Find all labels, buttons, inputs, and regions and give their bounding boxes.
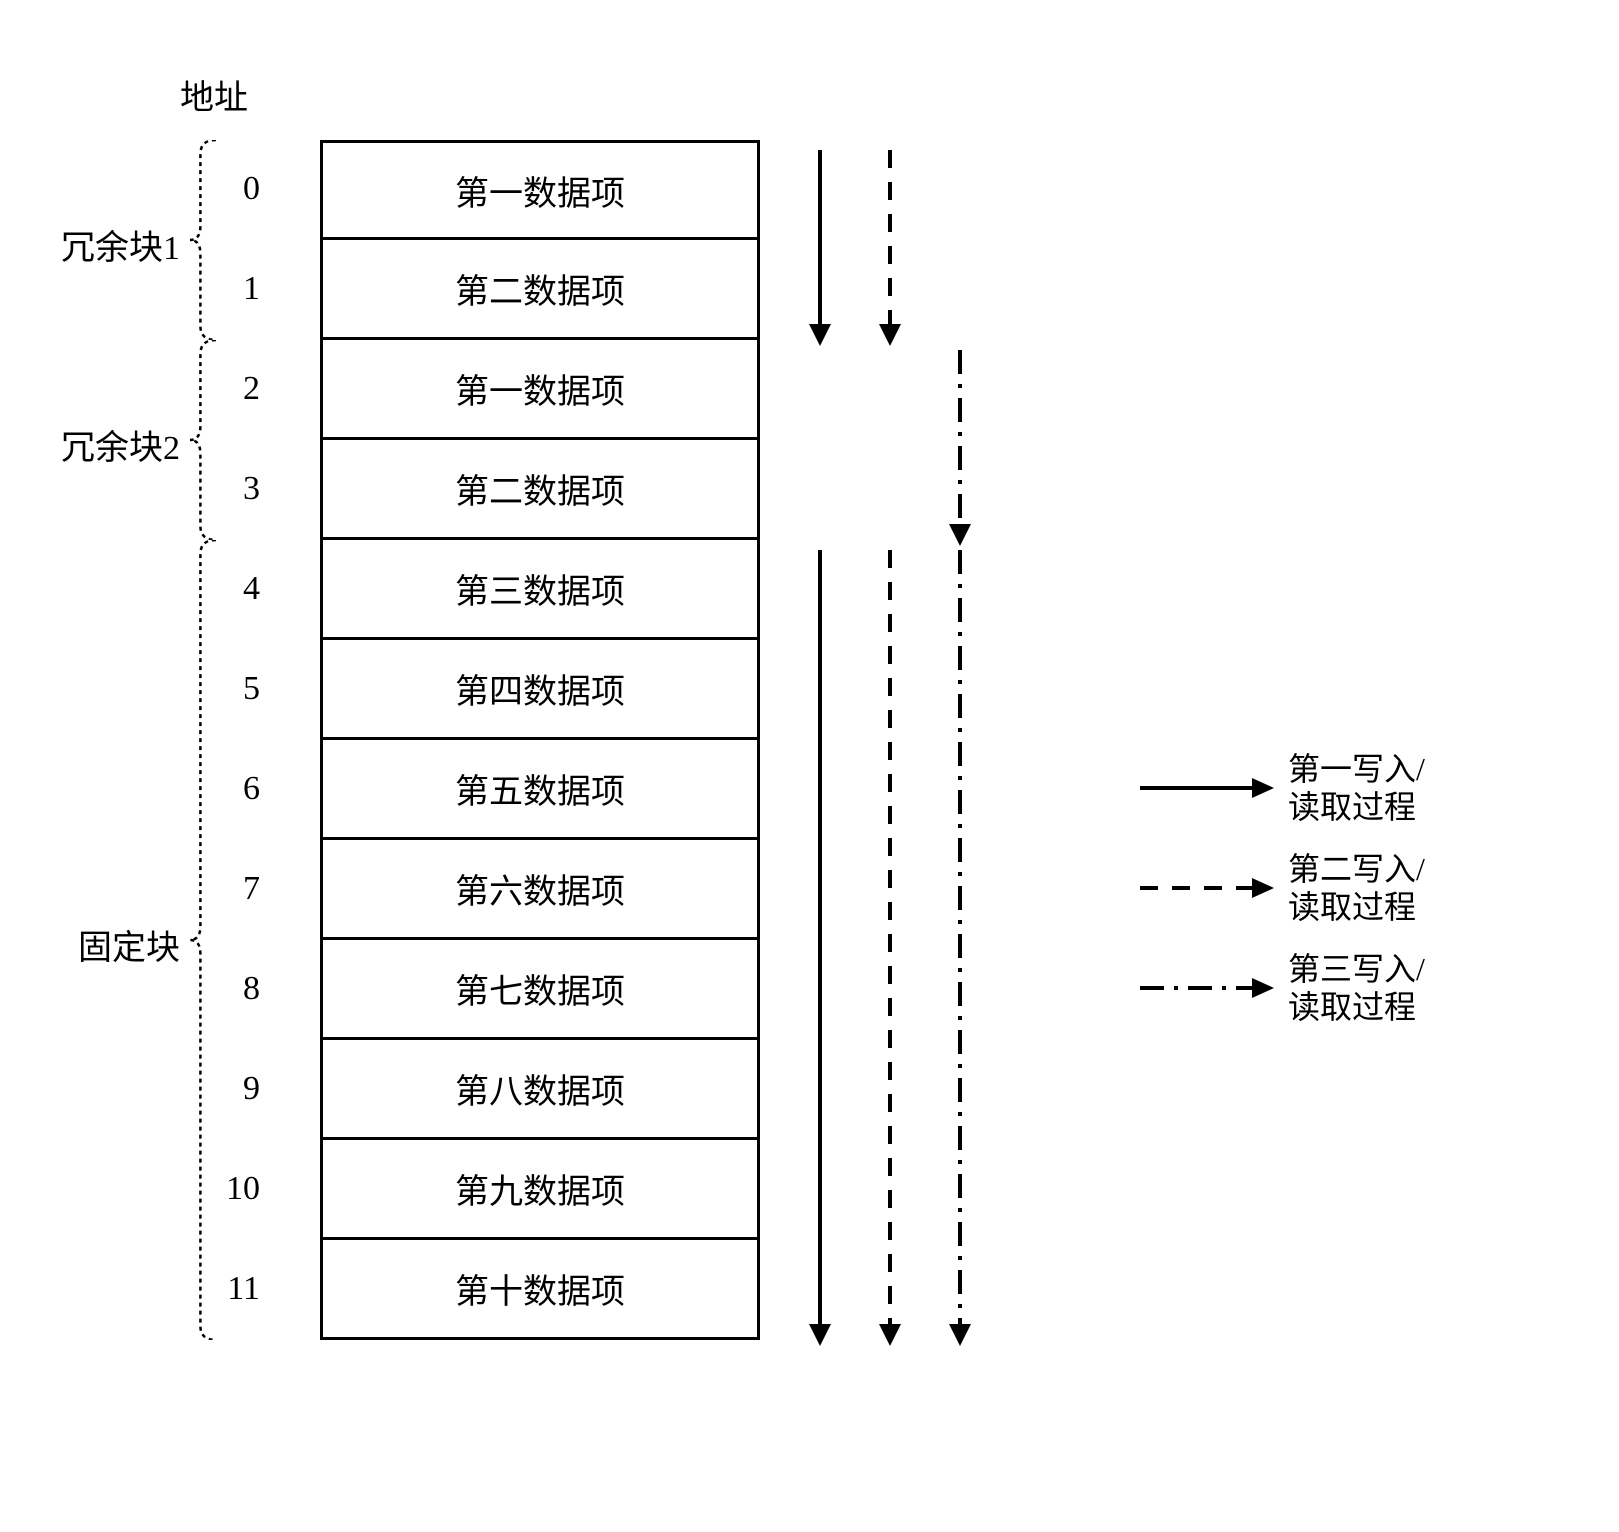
cell-label: 第八数据项 [455, 1064, 625, 1113]
legend-label: 第三写入/ 读取过程 [1288, 950, 1425, 1027]
legend-item: 第三写入/ 读取过程 [1140, 950, 1425, 1027]
cell-label: 第三数据项 [455, 564, 625, 613]
address-header: 地址 [180, 70, 248, 119]
memory-cell: 第六数据项 [320, 840, 760, 940]
flow-arrow [805, 150, 835, 350]
memory-cell: 第七数据项 [320, 940, 760, 1040]
cell-label: 第二数据项 [455, 264, 625, 313]
cell-label: 第十数据项 [455, 1264, 625, 1313]
cell-label: 第七数据项 [455, 964, 625, 1013]
legend-item: 第二写入/ 读取过程 [1140, 850, 1425, 927]
memory-block-diagram: 地址 第一数据项0第二数据项1第一数据项2第二数据项3第三数据项4第四数据项5第… [40, 40, 1540, 1440]
memory-cell: 第一数据项 [320, 140, 760, 240]
memory-cell: 第三数据项 [320, 540, 760, 640]
cell-label: 第二数据项 [455, 464, 625, 513]
cell-label: 第一数据项 [455, 364, 625, 413]
memory-cell: 第九数据项 [320, 1140, 760, 1240]
cell-label: 第六数据项 [455, 864, 625, 913]
flow-arrow [805, 550, 835, 1350]
brace-icon [190, 540, 226, 1340]
memory-cell: 第四数据项 [320, 640, 760, 740]
flow-arrow [875, 150, 905, 350]
memory-cell: 第一数据项 [320, 340, 760, 440]
legend-label: 第二写入/ 读取过程 [1288, 850, 1425, 927]
cell-label: 第一数据项 [455, 166, 625, 215]
brace-icon [190, 340, 226, 540]
block-label: 固定块 [40, 920, 180, 969]
memory-cell: 第十数据项 [320, 1240, 760, 1340]
brace-icon [190, 140, 226, 340]
memory-cell: 第八数据项 [320, 1040, 760, 1140]
memory-cell: 第五数据项 [320, 740, 760, 840]
memory-cell: 第二数据项 [320, 440, 760, 540]
flow-arrow [945, 550, 975, 1350]
block-label: 冗余块1 [40, 220, 180, 269]
legend-arrow-icon [1140, 773, 1280, 803]
legend-label: 第一写入/ 读取过程 [1288, 750, 1425, 827]
flow-arrow [875, 550, 905, 1350]
legend-arrow-icon [1140, 873, 1280, 903]
cell-label: 第五数据项 [455, 764, 625, 813]
cell-label: 第九数据项 [455, 1164, 625, 1213]
legend-item: 第一写入/ 读取过程 [1140, 750, 1425, 827]
memory-cell: 第二数据项 [320, 240, 760, 340]
flow-arrow [945, 350, 975, 550]
cell-label: 第四数据项 [455, 664, 625, 713]
legend-arrow-icon [1140, 973, 1280, 1003]
block-label: 冗余块2 [40, 420, 180, 469]
